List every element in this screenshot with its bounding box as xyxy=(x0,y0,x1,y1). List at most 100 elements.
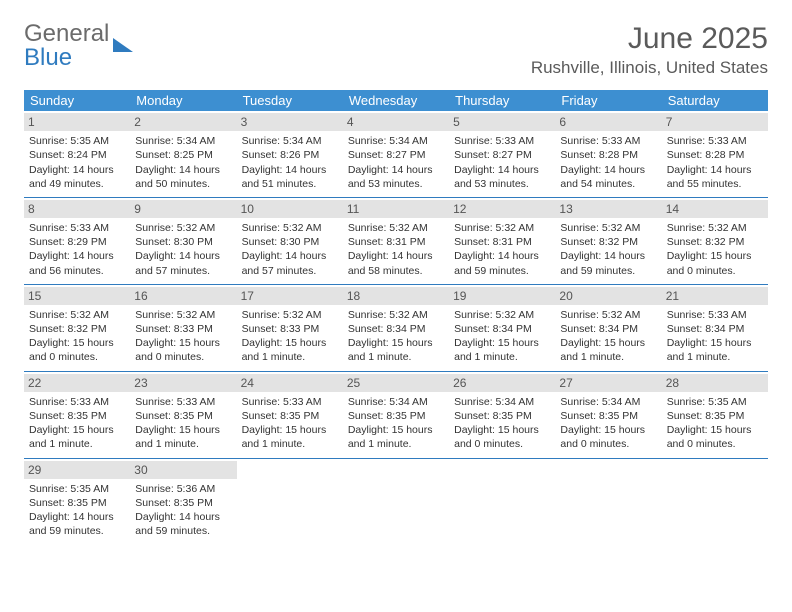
day-content: Sunrise: 5:35 AMSunset: 8:35 PMDaylight:… xyxy=(28,482,126,539)
day-content: Sunrise: 5:32 AMSunset: 8:34 PMDaylight:… xyxy=(347,308,445,365)
day-day2: and 1 minute. xyxy=(348,437,444,451)
day-day2: and 1 minute. xyxy=(29,437,125,451)
day-day2: and 0 minutes. xyxy=(560,437,656,451)
day-day1: Daylight: 14 hours xyxy=(454,163,550,177)
day-cell: 29Sunrise: 5:35 AMSunset: 8:35 PMDayligh… xyxy=(24,459,130,545)
day-cell: 22Sunrise: 5:33 AMSunset: 8:35 PMDayligh… xyxy=(24,372,130,458)
day-sunset: Sunset: 8:35 PM xyxy=(29,409,125,423)
day-content: Sunrise: 5:32 AMSunset: 8:34 PMDaylight:… xyxy=(559,308,657,365)
day-cell: 8Sunrise: 5:33 AMSunset: 8:29 PMDaylight… xyxy=(24,198,130,284)
day-day2: and 59 minutes. xyxy=(560,264,656,278)
day-sunset: Sunset: 8:35 PM xyxy=(454,409,550,423)
day-day1: Daylight: 15 hours xyxy=(348,336,444,350)
week-row: 1Sunrise: 5:35 AMSunset: 8:24 PMDaylight… xyxy=(24,111,768,198)
day-content: Sunrise: 5:32 AMSunset: 8:33 PMDaylight:… xyxy=(241,308,339,365)
day-cell: 3Sunrise: 5:34 AMSunset: 8:26 PMDaylight… xyxy=(237,111,343,197)
day-day1: Daylight: 15 hours xyxy=(348,423,444,437)
day-content: Sunrise: 5:32 AMSunset: 8:31 PMDaylight:… xyxy=(453,221,551,278)
day-sunset: Sunset: 8:35 PM xyxy=(135,409,231,423)
day-sunrise: Sunrise: 5:32 AM xyxy=(242,308,338,322)
day-day1: Daylight: 14 hours xyxy=(560,163,656,177)
day-content: Sunrise: 5:32 AMSunset: 8:32 PMDaylight:… xyxy=(666,221,764,278)
day-cell: 2Sunrise: 5:34 AMSunset: 8:25 PMDaylight… xyxy=(130,111,236,197)
day-number: 14 xyxy=(662,200,768,218)
day-sunset: Sunset: 8:28 PM xyxy=(560,148,656,162)
day-cell: 12 Sunrise: 5:32 AMSunset: 8:31 PMDayligh… xyxy=(449,198,555,284)
day-day2: and 53 minutes. xyxy=(454,177,550,191)
day-content: Sunrise: 5:34 AMSunset: 8:25 PMDaylight:… xyxy=(134,134,232,191)
day-day1: Daylight: 15 hours xyxy=(667,336,763,350)
day-sunrise: Sunrise: 5:34 AM xyxy=(348,395,444,409)
day-day1: Daylight: 14 hours xyxy=(348,249,444,263)
day-sunrise: Sunrise: 5:32 AM xyxy=(454,221,550,235)
day-number: 3 xyxy=(237,113,343,131)
day-cell: 25 Sunrise: 5:34 AMSunset: 8:35 PMDayligh… xyxy=(343,372,449,458)
location-text: Rushville, Illinois, United States xyxy=(531,58,768,78)
day-sunrise: Sunrise: 5:35 AM xyxy=(29,482,125,496)
day-number: 27 xyxy=(555,374,661,392)
day-number: 30 xyxy=(130,461,236,479)
day-content: Sunrise: 5:33 AMSunset: 8:35 PMDaylight:… xyxy=(241,395,339,452)
day-day2: and 1 minute. xyxy=(135,437,231,451)
day-sunrise: Sunrise: 5:33 AM xyxy=(454,134,550,148)
day-day2: and 0 minutes. xyxy=(135,350,231,364)
day-day2: and 1 minute. xyxy=(242,350,338,364)
day-sunrise: Sunrise: 5:34 AM xyxy=(135,134,231,148)
day-sunrise: Sunrise: 5:33 AM xyxy=(667,308,763,322)
day-number: 25 xyxy=(343,374,449,392)
day-number: 28 xyxy=(662,374,768,392)
day-sunset: Sunset: 8:34 PM xyxy=(454,322,550,336)
week-row: 8Sunrise: 5:33 AMSunset: 8:29 PMDaylight… xyxy=(24,198,768,285)
day-sunrise: Sunrise: 5:32 AM xyxy=(242,221,338,235)
day-sunset: Sunset: 8:27 PM xyxy=(348,148,444,162)
dow-sunday: Sunday xyxy=(24,90,130,111)
day-sunrise: Sunrise: 5:32 AM xyxy=(29,308,125,322)
day-number: 8 xyxy=(24,200,130,218)
day-sunset: Sunset: 8:32 PM xyxy=(560,235,656,249)
day-day1: Daylight: 15 hours xyxy=(454,423,550,437)
day-sunset: Sunset: 8:26 PM xyxy=(242,148,338,162)
day-sunrise: Sunrise: 5:35 AM xyxy=(29,134,125,148)
day-number: 21 xyxy=(662,287,768,305)
day-day1: Daylight: 14 hours xyxy=(454,249,550,263)
day-cell: 19Sunrise: 5:32 AMSunset: 8:34 PMDayligh… xyxy=(449,285,555,371)
day-cell: 9Sunrise: 5:32 AMSunset: 8:30 PMDaylight… xyxy=(130,198,236,284)
day-number: 23 xyxy=(130,374,236,392)
month-title: June 2025 xyxy=(531,22,768,56)
day-sunset: Sunset: 8:28 PM xyxy=(667,148,763,162)
day-cell: 5Sunrise: 5:33 AMSunset: 8:27 PMDaylight… xyxy=(449,111,555,197)
day-content: Sunrise: 5:32 AMSunset: 8:32 PMDaylight:… xyxy=(559,221,657,278)
day-day1: Daylight: 15 hours xyxy=(560,336,656,350)
week-row: 15Sunrise: 5:32 AMSunset: 8:32 PMDayligh… xyxy=(24,285,768,372)
dow-saturday: Saturday xyxy=(662,90,768,111)
day-sunset: Sunset: 8:35 PM xyxy=(29,496,125,510)
day-sunset: Sunset: 8:31 PM xyxy=(454,235,550,249)
day-content: Sunrise: 5:34 AMSunset: 8:35 PMDaylight:… xyxy=(559,395,657,452)
day-number: 12 xyxy=(449,200,555,218)
day-sunrise: Sunrise: 5:34 AM xyxy=(242,134,338,148)
day-number: 11 xyxy=(343,200,449,218)
day-content: Sunrise: 5:32 AMSunset: 8:30 PMDaylight:… xyxy=(241,221,339,278)
day-day2: and 58 minutes. xyxy=(348,264,444,278)
day-day2: and 54 minutes. xyxy=(560,177,656,191)
day-sunrise: Sunrise: 5:32 AM xyxy=(560,221,656,235)
day-sunset: Sunset: 8:35 PM xyxy=(135,496,231,510)
day-sunset: Sunset: 8:33 PM xyxy=(242,322,338,336)
day-number: 19 xyxy=(449,287,555,305)
day-sunset: Sunset: 8:35 PM xyxy=(560,409,656,423)
day-day2: and 59 minutes. xyxy=(454,264,550,278)
day-number: 26 xyxy=(449,374,555,392)
day-content: Sunrise: 5:32 AMSunset: 8:32 PMDaylight:… xyxy=(28,308,126,365)
day-day2: and 53 minutes. xyxy=(348,177,444,191)
day-content: Sunrise: 5:33 AMSunset: 8:35 PMDaylight:… xyxy=(134,395,232,452)
day-day1: Daylight: 15 hours xyxy=(560,423,656,437)
day-sunrise: Sunrise: 5:33 AM xyxy=(560,134,656,148)
day-cell: 30 Sunrise: 5:36 AMSunset: 8:35 PMDayligh… xyxy=(130,459,236,545)
day-sunset: Sunset: 8:24 PM xyxy=(29,148,125,162)
day-sunset: Sunset: 8:35 PM xyxy=(348,409,444,423)
day-day2: and 55 minutes. xyxy=(667,177,763,191)
dow-wednesday: Wednesday xyxy=(343,90,449,111)
day-number: 9 xyxy=(130,200,236,218)
day-content: Sunrise: 5:36 AMSunset: 8:35 PMDaylight:… xyxy=(134,482,232,539)
day-sunrise: Sunrise: 5:34 AM xyxy=(454,395,550,409)
